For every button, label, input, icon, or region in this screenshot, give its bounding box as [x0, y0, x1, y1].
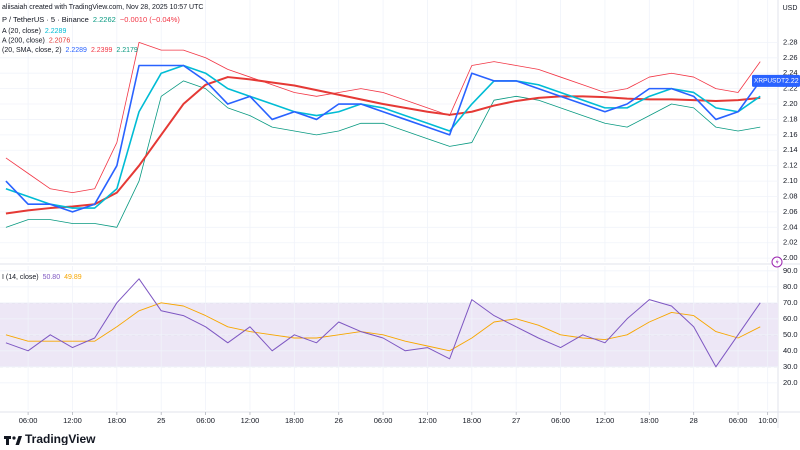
x-tick-label: 18:00 [640, 416, 659, 425]
y-tick-label: 2.14 [783, 145, 798, 154]
x-tick-label: 12:00 [418, 416, 437, 425]
x-tick-label: 06:00 [19, 416, 38, 425]
y-tick-label: 2.02 [783, 238, 798, 247]
x-tick-label: 12:00 [596, 416, 615, 425]
y-tick-label: 40.0 [783, 346, 798, 355]
logo-mark [15, 436, 22, 445]
x-tick-label: 12:00 [241, 416, 260, 425]
y-tick-label: 2.00 [783, 253, 798, 262]
y-tick-label: 2.20 [783, 99, 798, 108]
x-tick-label: 06:00 [374, 416, 393, 425]
y-tick-label: 80.0 [783, 282, 798, 291]
x-tick-label: 18:00 [462, 416, 481, 425]
logo-dot [12, 436, 16, 440]
x-tick-label: 26 [335, 416, 343, 425]
header-price: 2.2262 [93, 15, 116, 24]
alert-icon-glyph [775, 258, 779, 266]
symbol: P / TetherUS · 5 · Binance [2, 15, 89, 24]
y-tick-label: 2.28 [783, 37, 798, 46]
legend-name: I (14, close) [2, 274, 39, 281]
y-tick-label: 30.0 [783, 362, 798, 371]
y-tick-label: 90.0 [783, 266, 798, 275]
x-tick-label: 25 [157, 416, 165, 425]
legend-name: A (200, close) [2, 37, 45, 44]
y-tick-label: 20.0 [783, 378, 798, 387]
x-tick-label: 18:00 [285, 416, 304, 425]
legend-value: 2.2289 [45, 28, 67, 35]
y-tick-label: 2.08 [783, 191, 798, 200]
legend-value: 2.2179 [116, 47, 138, 54]
legend-value: 49.89 [64, 274, 82, 281]
labels: 2.00 2.02 2.04 2.06 2.08 2.10 2.12 2.14 2.16 2.18… [2, 28, 800, 425]
x-tick-label: 18:00 [107, 416, 126, 425]
legend-value: 2.2289 [66, 47, 88, 54]
y-tick-label: 2.26 [783, 53, 798, 62]
y-tick-label: 2.12 [783, 161, 798, 170]
plot-area [5, 41, 761, 368]
y-tick-label: 50.0 [783, 330, 798, 339]
x-tick-label: 10:00 [758, 416, 777, 425]
legend-name: A (20, close) [2, 28, 41, 35]
x-tick-label: 06:00 [729, 416, 748, 425]
series-line [5, 64, 761, 213]
last-price-label: 2.22 [785, 78, 799, 85]
y-tick-label: 2.24 [783, 68, 798, 77]
y-tick-label: 2.16 [783, 130, 798, 139]
legend-value: 50.80 [43, 274, 61, 281]
credit: aliisaiah created with TradingView.com, … [2, 4, 203, 11]
series-line [5, 41, 761, 194]
last-price-tag [752, 74, 800, 87]
y-tick-label: 2.06 [783, 207, 798, 216]
y-tick-label: 2.04 [783, 222, 798, 231]
y-tick-label: 2.10 [783, 176, 798, 185]
x-tick-label: 12:00 [63, 416, 82, 425]
series-line [5, 278, 761, 368]
y-tick-label: 60.0 [783, 314, 798, 323]
y-tick-label: 2.22 [783, 84, 798, 93]
currency: USD [783, 5, 798, 12]
legend-value: 2.2399 [91, 47, 113, 54]
footer-logo [4, 436, 22, 445]
grid [0, 0, 778, 410]
series-line [5, 64, 761, 209]
legend-name: (20, SMA, close, 2) [2, 47, 62, 54]
last-price-symbol: XRPUSDT [754, 78, 785, 85]
series-line [5, 302, 761, 352]
y-tick-label: 2.18 [783, 114, 798, 123]
header-change: −0.0010 (−0.04%) [120, 15, 181, 24]
legend-value: 2.2076 [49, 37, 71, 44]
series-line [5, 80, 761, 228]
x-tick-label: 06:00 [196, 416, 215, 425]
x-tick-label: 28 [690, 416, 698, 425]
logo-mark [4, 436, 11, 445]
footer-brand: TradingView [25, 432, 96, 445]
x-tick-label: 27 [512, 416, 520, 425]
y-tick-label: 70.0 [783, 298, 798, 307]
x-tick-label: 06:00 [551, 416, 570, 425]
